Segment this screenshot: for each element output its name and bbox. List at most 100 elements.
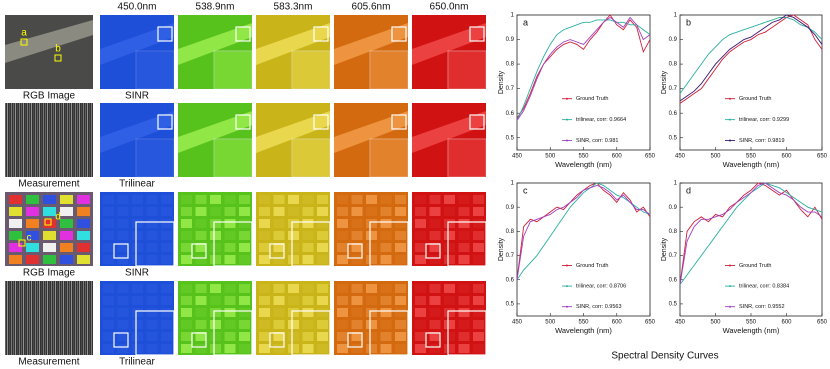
measurement-stripe [9,281,10,355]
spectral-patch [395,231,406,240]
spectral-patch [415,308,426,317]
y-tick-label: 0.7 [669,253,678,259]
spectral-patch [161,255,172,264]
spectral-patch [224,308,236,317]
spectral-stripe [256,111,330,153]
spectral-patch [132,332,143,341]
spectral-patch [117,207,129,216]
spectral-patch [288,284,299,293]
legend-label: Ground Truth [739,263,771,269]
measurement-stripe [87,103,88,177]
spectral-patch [429,255,441,264]
spectral-patch [473,195,484,204]
measurement-stripe [51,281,52,355]
spectral-patch [146,207,158,216]
spectral-patch [103,255,114,264]
spectral-patch [224,231,236,240]
x-tick-label: 650 [645,154,656,160]
spectral-patch [288,332,299,341]
spectral-patch [317,296,328,305]
spectral-patch [259,344,270,353]
measurement-stripe [81,281,82,355]
spectral-patch [259,320,270,329]
spectral-stripe [100,111,174,153]
spectral-patch [181,219,192,228]
panel-label: d [686,185,691,195]
rgb-patch [9,231,22,240]
spectral-patch [239,207,250,216]
measurement-stripe [17,281,18,355]
spectral-patch [366,344,377,353]
spectral-patch [337,243,348,252]
measurement-stripe [49,281,50,355]
spectral-patch [337,308,348,317]
rgb-patch [77,255,90,264]
inset-marker [191,332,207,348]
spectral-patch [239,231,250,240]
spectral-patch [195,231,207,240]
spectral-patch [380,284,392,293]
spectral-patch [210,195,221,204]
x-tick-label: 600 [781,320,792,326]
inset-zoom [369,138,409,178]
rgb-patch [60,231,73,240]
line-series [516,184,651,280]
spectral-stripe [334,23,408,65]
spectral-patch [259,243,270,252]
row-label: Measurement [18,179,79,190]
spectral-patch [103,320,114,329]
rgb-patch [60,243,73,252]
inset-marker [269,332,285,348]
measurement-stripe [57,103,58,177]
spectral-patch [161,219,172,228]
measurement-stripe [83,281,84,355]
spectral-patch [132,243,143,252]
spectral-patch [302,207,314,216]
spectral-patch [351,296,363,305]
spectral-patch [395,320,406,329]
spectral-patch [132,344,143,353]
spectral-patch [161,231,172,240]
legend-label: trilinear, corr: 0.9664 [576,117,626,123]
spectral-patch [415,219,426,228]
spectral-patch [380,296,392,305]
inset-marker [191,243,207,259]
spectral-patch [395,219,406,228]
inset-zoom [447,310,487,356]
spectral-patch [210,284,221,293]
point-marker [18,239,26,247]
y-tick-label: 1 [511,13,515,19]
measurement-stripe [69,281,70,355]
spectral-stripe [256,23,330,65]
spectral-image [178,281,252,355]
legend-label: trilinear, corr: 0.8706 [576,284,626,290]
measurement-stripe [59,103,60,177]
rgb-patch [77,195,90,204]
row-label: SINR [125,268,149,279]
spectral-patch [337,296,348,305]
inset-marker [313,26,329,42]
point-label: c [27,233,32,244]
spectral-patch [473,243,484,252]
line-series [679,17,823,94]
spectral-patch [395,344,406,353]
measurement-stripe [67,103,68,177]
spectral-patch [273,344,285,353]
spectral-patch [195,195,207,204]
spectral-patch [458,231,470,240]
spectral-patch [259,284,270,293]
spectral-patch [239,332,250,341]
inset-marker [469,114,485,130]
y-tick-label: 0.9 [669,205,678,211]
spectral-patch [288,207,299,216]
rgb-image [5,192,93,266]
spectral-patch [351,308,363,317]
spectral-patch [195,243,207,252]
inset-marker [235,26,251,42]
measurement-stripe [31,103,32,177]
spectral-patch [444,243,455,252]
measurement-stripe [9,103,10,177]
spectral-patch [161,308,172,317]
measurement-stripe [87,281,88,355]
measurement-stripe [11,281,12,355]
